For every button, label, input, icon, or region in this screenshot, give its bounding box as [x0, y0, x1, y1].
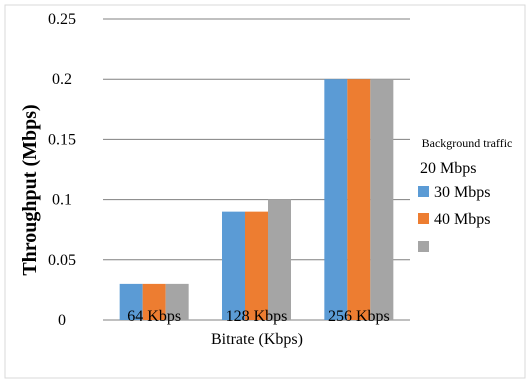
legend-label: 40 Mbps	[434, 211, 490, 228]
legend-label: 30 Mbps	[434, 184, 490, 201]
y-tick-label: 0.2	[52, 71, 72, 88]
legend: 20 Mbps 30 Mbps 40 Mbps	[418, 160, 490, 252]
legend-swatch	[418, 186, 429, 197]
y-tick-labels: 0 0.05 0.1 0.15 0.2 0.25	[48, 11, 76, 329]
y-tick-label: 0.1	[52, 192, 72, 209]
x-axis-label: Bitrate (Kbps)	[211, 331, 303, 348]
legend-label: 20 Mbps	[420, 160, 476, 177]
legend-swatch	[418, 241, 429, 252]
bar	[165, 283, 189, 320]
bar	[268, 199, 291, 320]
x-tick-label: 256 Kbps	[328, 308, 390, 325]
bar	[324, 79, 348, 320]
y-tick-label: 0.05	[48, 252, 76, 269]
y-axis-label: Throughput (Mbps)	[19, 104, 41, 275]
x-tick-labels: 64 Kbps 128 Kbps 256 Kbps	[127, 308, 389, 325]
y-tick-label: 0	[58, 312, 66, 329]
bar	[245, 211, 268, 320]
bar	[119, 283, 143, 320]
y-tick-label: 0.15	[48, 131, 76, 148]
bar	[142, 283, 166, 320]
legend-swatch	[418, 213, 429, 224]
y-tick-label: 0.25	[48, 11, 76, 28]
x-tick-label: 128 Kbps	[226, 308, 288, 325]
bar	[222, 211, 245, 320]
bars-group	[119, 79, 394, 320]
x-tick-label: 64 Kbps	[127, 308, 181, 325]
legend-title: Background traffic	[422, 136, 513, 150]
bar	[347, 79, 371, 320]
bar	[370, 79, 394, 320]
